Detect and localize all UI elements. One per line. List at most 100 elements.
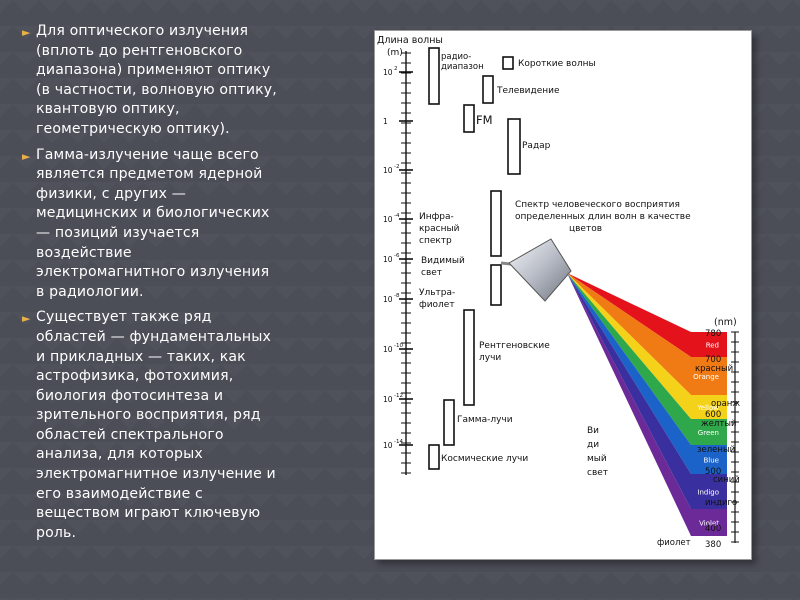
- fm-band-box: [463, 104, 475, 133]
- axis-tick-exponent: -12: [394, 393, 403, 399]
- color-name-ru: желтый: [701, 419, 737, 429]
- color-name-ru: зеленый: [697, 445, 735, 455]
- spectrum-color-label: Indigo: [697, 489, 719, 497]
- paragraph-line: Существует также ряд: [36, 309, 212, 326]
- axis-tick-label: 10: [383, 395, 393, 404]
- axis-tick-label: 10: [383, 166, 393, 175]
- short-waves-label: Короткие волны: [518, 59, 596, 69]
- nm-value: 600: [705, 410, 721, 420]
- paragraph-line: электромагнитного излучения: [36, 264, 270, 281]
- nm-value: 700: [705, 355, 721, 365]
- xray-label: Рентгеновские: [479, 341, 550, 351]
- paragraph-line: зрительного восприятия, ряд: [36, 407, 261, 424]
- radio-band-box: [428, 47, 440, 105]
- spectrum-color-bar: [691, 509, 727, 536]
- visible-label: Видимый: [421, 256, 465, 266]
- axis-tick-exponent: 2: [394, 66, 398, 72]
- paragraph-line: и прикладных — таких, как: [36, 348, 246, 365]
- axis-tick-exponent: -2: [394, 164, 399, 170]
- paragraph-line: веществом играют ключевую: [36, 505, 261, 522]
- axis-tick-label: 10: [383, 68, 393, 77]
- spectrum-color-bar: [691, 445, 727, 474]
- xray-band-box: [463, 309, 475, 406]
- nm-value: 780: [705, 329, 721, 339]
- spectrum-color-label: Red: [706, 342, 719, 350]
- paragraph-2: ► Гамма-излучение чаще всего является пред…: [22, 146, 332, 303]
- cosmic-band-box: [428, 444, 440, 470]
- spectrum-color-label: Blue: [704, 457, 720, 465]
- axis-title: Длина волны: [377, 35, 443, 46]
- spectrum-color-label: Violet: [699, 520, 719, 528]
- radar-label: Радар: [522, 141, 551, 151]
- paragraph-line: Для оптического излучения: [36, 23, 249, 39]
- visible-label: свет: [421, 268, 442, 278]
- color-name-ru: фиолет: [657, 538, 691, 548]
- prism: [508, 238, 572, 302]
- ultraviolet-label: Ультра-: [419, 288, 455, 298]
- tv-band-box: [482, 75, 494, 104]
- spectrum-color-label: Green: [698, 429, 719, 437]
- radio-label: радио-: [441, 52, 471, 62]
- color-name-ru: индиго: [705, 498, 737, 508]
- paragraph-line: роль.: [36, 524, 77, 541]
- perception-label: цветов: [569, 224, 602, 234]
- xray-label: лучи: [479, 353, 501, 363]
- paragraph-line: квантовую оптику,: [36, 101, 180, 118]
- axis-tick-label: 10: [383, 441, 393, 450]
- axis-tick-exponent: -8: [394, 293, 400, 299]
- text-column: ► Для оптического излучения (вплоть до рен…: [22, 22, 332, 549]
- visible-light-label: ди: [587, 440, 599, 450]
- axis-tick-exponent: -14: [394, 439, 403, 445]
- spectrum-color-bar: [691, 474, 727, 509]
- paragraph-line: астрофизика, фотохимия,: [36, 368, 234, 385]
- paragraph-line: (вплоть до рентгеновского: [36, 42, 243, 59]
- paragraph-line: воздействие: [36, 244, 132, 261]
- visible-light-label: Ви: [587, 426, 599, 436]
- visible-light-label: мый: [587, 454, 607, 464]
- infrared-label: спектр: [419, 236, 452, 246]
- paragraph-line: областей — фундаментальных: [36, 328, 272, 345]
- paragraph-line: анализа, для которых: [36, 446, 203, 463]
- radio-label: диапазон: [441, 62, 484, 72]
- nm-value: 400: [705, 524, 721, 534]
- bullet-icon: ►: [22, 26, 31, 39]
- paragraph-line: — позиций изучается: [36, 224, 200, 241]
- cosmic-label: Космические лучи: [441, 454, 528, 464]
- axis-tick-exponent: -6: [394, 253, 400, 259]
- paragraph-line: физики, с других —: [36, 185, 186, 202]
- nm-value: 380: [705, 540, 721, 550]
- perception-label: Спектр человеческого восприятия: [515, 200, 680, 210]
- spectrum-color-label: Yellow: [696, 404, 719, 412]
- paragraph-line: в радиологии.: [36, 283, 144, 300]
- paragraph-1: ► Для оптического излучения (вплоть до рен…: [22, 22, 332, 140]
- axis-tick-label: 10: [383, 215, 393, 224]
- nm-value: 500: [705, 467, 721, 477]
- axis-tick-label: 10: [383, 255, 393, 264]
- nm-unit: (nm): [714, 317, 737, 328]
- paragraph-line: геометрическую оптику).: [36, 120, 230, 137]
- color-name-ru: оранж: [711, 399, 740, 409]
- ultraviolet-label: фиолет: [419, 300, 455, 310]
- gamma-band-box: [443, 399, 455, 446]
- spectrum-color-label: Orange: [693, 373, 719, 381]
- perception-label: определенных длин волн в качестве: [515, 212, 691, 222]
- paragraph-line: областей спектрального: [36, 426, 224, 443]
- paragraph-line: (в частности, волновую оптику,: [36, 81, 277, 98]
- em-spectrum-figure: Длина волны (m) 10 2 1 10 -2 10 -4 10 -6 10 -8 10 -10 1…: [374, 30, 752, 560]
- visible-light-label: свет: [587, 468, 608, 478]
- paragraph-line: его взаимодействие с: [36, 485, 203, 502]
- bullet-icon: ►: [22, 312, 31, 326]
- axis-tick-label: 10: [383, 295, 393, 304]
- spectrum-color-bar: [691, 419, 727, 445]
- bullet-icon: ►: [22, 149, 31, 163]
- color-name-ru: синий: [713, 475, 740, 485]
- fm-label: FM: [476, 113, 493, 127]
- paragraph-3: ► Существует также ряд областей — фундамен…: [22, 308, 332, 543]
- paragraph-line: Гамма-излучение чаще всего: [36, 146, 259, 163]
- infrared-band-box: [490, 190, 502, 257]
- short-waves-box: [502, 56, 514, 70]
- paragraph-line: медицинских и биологических: [36, 205, 270, 222]
- spectrum-color-bar: [691, 332, 727, 357]
- ultraviolet-band-box: [490, 264, 502, 306]
- spectrum-color-bar: [691, 357, 727, 395]
